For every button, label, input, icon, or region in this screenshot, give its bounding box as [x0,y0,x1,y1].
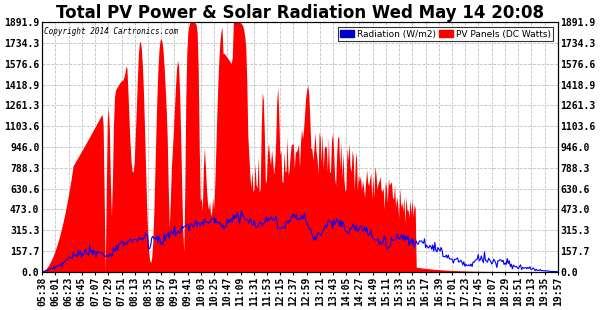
Title: Total PV Power & Solar Radiation Wed May 14 20:08: Total PV Power & Solar Radiation Wed May… [56,4,544,22]
Text: Copyright 2014 Cartronics.com: Copyright 2014 Cartronics.com [44,27,178,36]
Legend: Radiation (W/m2), PV Panels (DC Watts): Radiation (W/m2), PV Panels (DC Watts) [338,27,553,41]
